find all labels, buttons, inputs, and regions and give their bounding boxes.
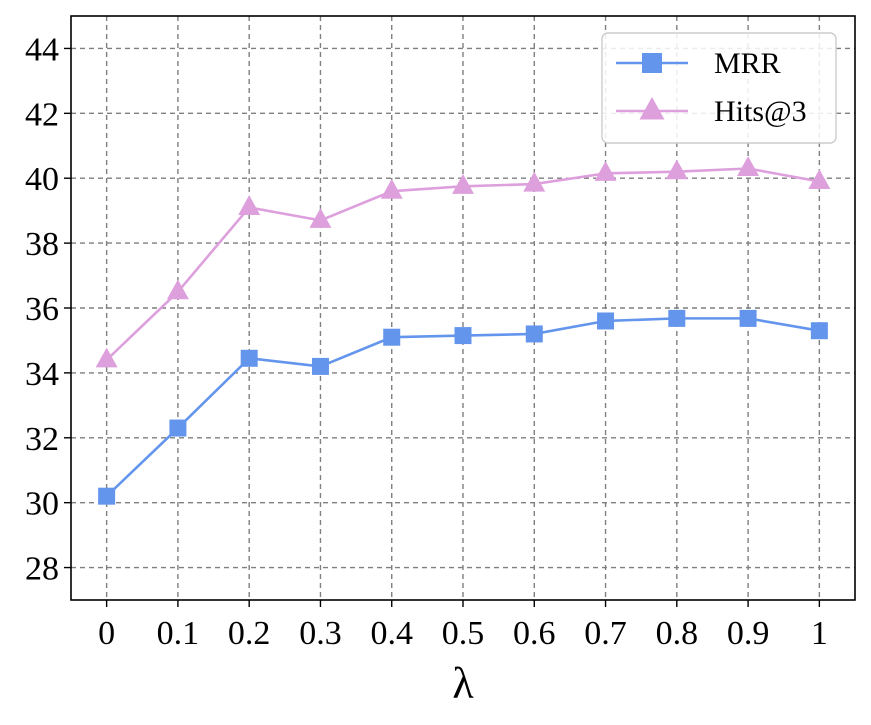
x-tick-label-3: 0.3: [299, 615, 342, 652]
data-point-1-9: [737, 156, 760, 177]
x-tick-label-7: 0.7: [584, 615, 627, 652]
legend-entry-1: Hits@3: [616, 95, 807, 128]
data-point-1-6: [523, 171, 546, 192]
data-point-1-0: [95, 347, 118, 368]
y-tick-label-8: 44: [25, 31, 59, 68]
y-tick-label-1: 30: [25, 486, 59, 523]
data-point-0-3: [311, 357, 329, 375]
data-point-1-2: [238, 195, 261, 215]
data-point-0-5: [454, 327, 472, 345]
x-tick-label-1: 0.1: [157, 615, 200, 652]
data-point-0-2: [240, 349, 258, 367]
legend-marker-0: [642, 53, 662, 73]
x-axis-label: λ: [452, 659, 474, 708]
series-group: [95, 156, 831, 505]
x-tick-label-9: 0.9: [727, 615, 770, 652]
y-tick-label-5: 38: [25, 226, 59, 263]
series-hits-3: [95, 156, 831, 368]
y-tick-label-0: 28: [25, 551, 59, 588]
data-point-1-4: [380, 178, 403, 199]
y-tick-label-4: 36: [25, 291, 59, 328]
y-tick-label-6: 40: [25, 161, 59, 198]
data-point-1-8: [665, 159, 688, 180]
axis-ticks: 0 0.1 0.2 0.3 0.4 0.5 0.6 0.7 0.8 0.9 1 28 30 32 34 36 3…: [25, 31, 828, 652]
data-point-0-1: [169, 419, 187, 437]
legend: MRR Hits@3: [601, 32, 837, 144]
legend-label-1: Hits@3: [714, 95, 807, 128]
x-tick-label-10: 1: [811, 615, 828, 652]
legend-entry-0: MRR: [616, 47, 781, 80]
data-point-0-8: [668, 309, 686, 327]
y-tick-label-3: 34: [25, 356, 59, 393]
x-tick-label-4: 0.4: [370, 615, 413, 652]
legend-label-0: MRR: [714, 47, 781, 80]
x-tick-label-5: 0.5: [442, 615, 485, 652]
x-tick-label-6: 0.6: [513, 615, 556, 652]
x-tick-label-8: 0.8: [656, 615, 699, 652]
data-point-1-1: [166, 279, 189, 300]
data-point-1-5: [452, 174, 474, 194]
x-tick-label-2: 0.2: [228, 615, 271, 652]
data-point-0-7: [597, 312, 615, 330]
data-point-0-0: [98, 487, 116, 505]
data-point-0-10: [810, 322, 828, 340]
grid: [71, 16, 855, 600]
y-tick-label-7: 42: [25, 96, 59, 133]
data-point-0-6: [525, 325, 543, 343]
data-point-1-7: [594, 161, 617, 181]
series-mrr: [98, 309, 828, 505]
x-tick-label-0: 0: [98, 615, 115, 652]
data-point-0-4: [383, 328, 401, 346]
data-point-1-10: [808, 169, 831, 189]
y-tick-label-2: 32: [25, 421, 59, 458]
data-point-1-3: [309, 208, 332, 228]
legend-marker-1: [639, 97, 665, 120]
data-point-0-9: [739, 309, 757, 327]
